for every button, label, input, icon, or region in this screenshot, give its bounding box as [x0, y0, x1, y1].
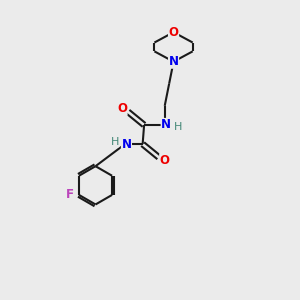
Text: H: H: [174, 122, 182, 132]
Text: O: O: [160, 154, 170, 167]
Text: H: H: [110, 137, 119, 147]
Text: O: O: [117, 102, 127, 115]
Text: N: N: [122, 138, 131, 151]
Text: O: O: [169, 26, 178, 39]
Text: N: N: [161, 118, 171, 131]
Text: N: N: [169, 55, 178, 68]
Text: F: F: [66, 188, 74, 201]
